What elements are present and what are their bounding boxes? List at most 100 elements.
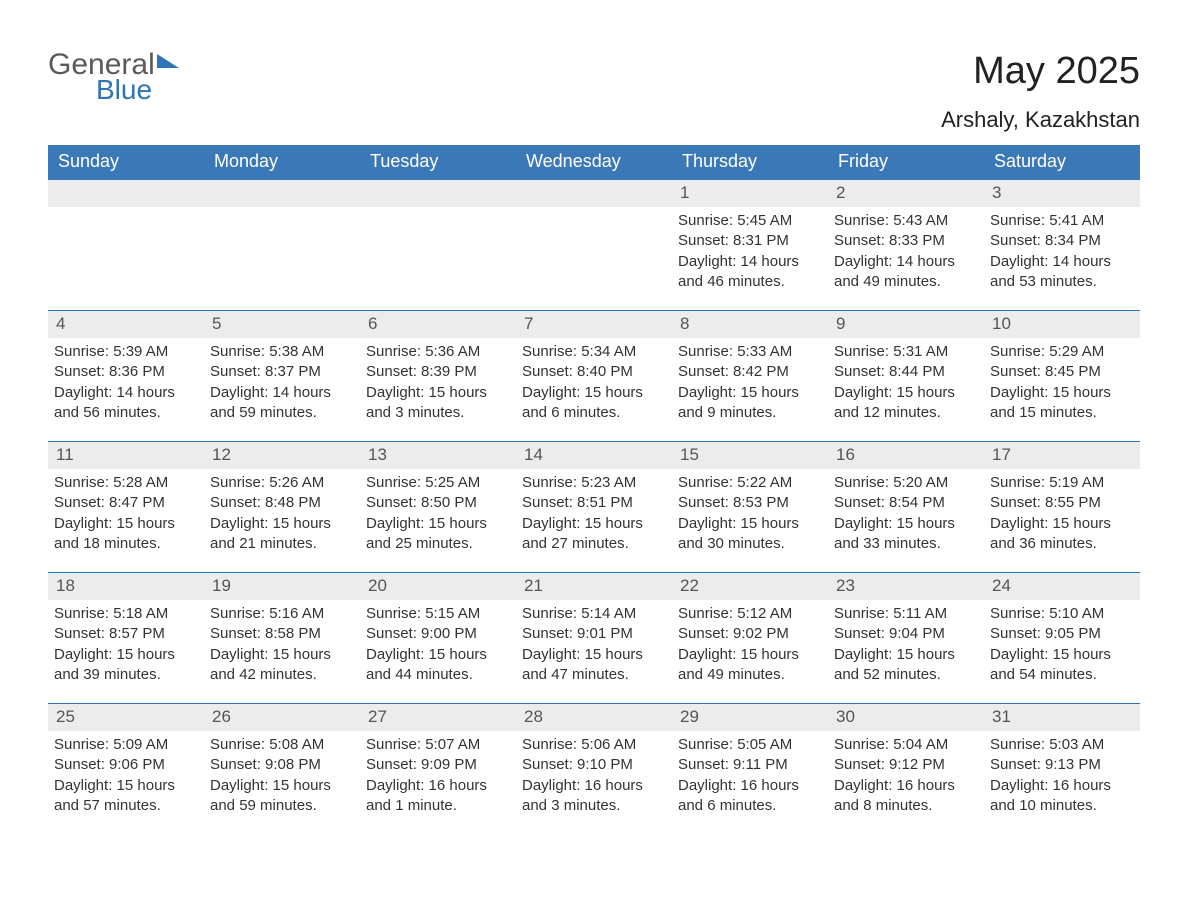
sunset-line: Sunset: 8:47 PM	[54, 493, 198, 513]
calendar-cell: 19Sunrise: 5:16 AMSunset: 8:58 PMDayligh…	[204, 573, 360, 693]
day-info: Sunrise: 5:11 AMSunset: 9:04 PMDaylight:…	[828, 600, 984, 689]
calendar-cell: 21Sunrise: 5:14 AMSunset: 9:01 PMDayligh…	[516, 573, 672, 693]
daylight-line: Daylight: 14 hours and 59 minutes.	[210, 383, 354, 424]
sunset-label: Sunset:	[366, 363, 421, 380]
calendar: SundayMondayTuesdayWednesdayThursdayFrid…	[48, 145, 1140, 824]
day-header-cell: Monday	[204, 145, 360, 180]
sunrise-label: Sunrise:	[210, 736, 269, 753]
sunrise-line: Sunrise: 5:14 AM	[522, 604, 666, 624]
sunrise-label: Sunrise:	[834, 474, 893, 491]
day-info: Sunrise: 5:14 AMSunset: 9:01 PMDaylight:…	[516, 600, 672, 689]
title-block: May 2025 Arshaly, Kazakhstan	[941, 50, 1140, 133]
sunset-value: 9:02 PM	[733, 625, 789, 642]
calendar-cell: 10Sunrise: 5:29 AMSunset: 8:45 PMDayligh…	[984, 311, 1140, 431]
sunrise-value: 5:08 AM	[269, 736, 324, 753]
sunset-value: 8:50 PM	[421, 494, 477, 511]
sunset-line: Sunset: 8:53 PM	[678, 493, 822, 513]
sunrise-value: 5:22 AM	[737, 474, 792, 491]
daylight-line: Daylight: 15 hours and 3 minutes.	[366, 383, 510, 424]
sunrise-label: Sunrise:	[990, 605, 1049, 622]
sunrise-value: 5:16 AM	[269, 605, 324, 622]
sunset-label: Sunset:	[834, 756, 889, 773]
daylight-line: Daylight: 15 hours and 12 minutes.	[834, 383, 978, 424]
sunrise-value: 5:39 AM	[113, 343, 168, 360]
sunset-line: Sunset: 9:06 PM	[54, 755, 198, 775]
sunset-label: Sunset:	[990, 756, 1045, 773]
calendar-cell: 15Sunrise: 5:22 AMSunset: 8:53 PMDayligh…	[672, 442, 828, 562]
sunrise-label: Sunrise:	[678, 474, 737, 491]
sunset-line: Sunset: 8:42 PM	[678, 362, 822, 382]
sunset-value: 8:42 PM	[733, 363, 789, 380]
sunrise-line: Sunrise: 5:39 AM	[54, 342, 198, 362]
sunset-label: Sunset:	[990, 232, 1045, 249]
daylight-line: Daylight: 15 hours and 59 minutes.	[210, 776, 354, 817]
day-info: Sunrise: 5:12 AMSunset: 9:02 PMDaylight:…	[672, 600, 828, 689]
sunset-label: Sunset:	[54, 494, 109, 511]
daylight-line: Daylight: 15 hours and 49 minutes.	[678, 645, 822, 686]
sunset-value: 9:09 PM	[421, 756, 477, 773]
sunrise-label: Sunrise:	[210, 343, 269, 360]
day-number: 26	[204, 704, 360, 731]
sunset-value: 9:10 PM	[577, 756, 633, 773]
daylight-line: Daylight: 16 hours and 10 minutes.	[990, 776, 1134, 817]
sunrise-line: Sunrise: 5:09 AM	[54, 735, 198, 755]
day-number: 27	[360, 704, 516, 731]
sunrise-label: Sunrise:	[522, 736, 581, 753]
calendar-cell: 31Sunrise: 5:03 AMSunset: 9:13 PMDayligh…	[984, 704, 1140, 824]
calendar-cell: 30Sunrise: 5:04 AMSunset: 9:12 PMDayligh…	[828, 704, 984, 824]
month-title: May 2025	[941, 50, 1140, 93]
calendar-cell: 17Sunrise: 5:19 AMSunset: 8:55 PMDayligh…	[984, 442, 1140, 562]
daylight-line: Daylight: 15 hours and 33 minutes.	[834, 514, 978, 555]
daylight-label: Daylight:	[54, 384, 117, 401]
sunrise-line: Sunrise: 5:25 AM	[366, 473, 510, 493]
sunset-label: Sunset:	[210, 756, 265, 773]
sunrise-line: Sunrise: 5:05 AM	[678, 735, 822, 755]
sunset-line: Sunset: 8:31 PM	[678, 231, 822, 251]
sunset-value: 8:44 PM	[889, 363, 945, 380]
calendar-cell: 23Sunrise: 5:11 AMSunset: 9:04 PMDayligh…	[828, 573, 984, 693]
day-info: Sunrise: 5:16 AMSunset: 8:58 PMDaylight:…	[204, 600, 360, 689]
day-number: 10	[984, 311, 1140, 338]
sunrise-value: 5:09 AM	[113, 736, 168, 753]
daylight-label: Daylight:	[834, 384, 897, 401]
daylight-line: Daylight: 14 hours and 49 minutes.	[834, 252, 978, 293]
calendar-cell: 9Sunrise: 5:31 AMSunset: 8:44 PMDaylight…	[828, 311, 984, 431]
sunrise-line: Sunrise: 5:43 AM	[834, 211, 978, 231]
header: General Blue May 2025 Arshaly, Kazakhsta…	[48, 50, 1140, 133]
sunrise-label: Sunrise:	[834, 343, 893, 360]
sunrise-line: Sunrise: 5:38 AM	[210, 342, 354, 362]
sunset-value: 8:54 PM	[889, 494, 945, 511]
calendar-cell	[48, 180, 204, 300]
calendar-cell: 25Sunrise: 5:09 AMSunset: 9:06 PMDayligh…	[48, 704, 204, 824]
sunset-label: Sunset:	[366, 625, 421, 642]
calendar-cell: 6Sunrise: 5:36 AMSunset: 8:39 PMDaylight…	[360, 311, 516, 431]
day-header-cell: Saturday	[984, 145, 1140, 180]
daylight-line: Daylight: 15 hours and 52 minutes.	[834, 645, 978, 686]
sunrise-line: Sunrise: 5:20 AM	[834, 473, 978, 493]
sunset-value: 8:39 PM	[421, 363, 477, 380]
daylight-label: Daylight:	[366, 515, 429, 532]
sunset-label: Sunset:	[678, 363, 733, 380]
sunrise-label: Sunrise:	[834, 212, 893, 229]
sunrise-line: Sunrise: 5:22 AM	[678, 473, 822, 493]
day-info: Sunrise: 5:38 AMSunset: 8:37 PMDaylight:…	[204, 338, 360, 427]
calendar-cell	[204, 180, 360, 300]
day-info: Sunrise: 5:06 AMSunset: 9:10 PMDaylight:…	[516, 731, 672, 820]
daylight-label: Daylight:	[54, 777, 117, 794]
calendar-cell: 16Sunrise: 5:20 AMSunset: 8:54 PMDayligh…	[828, 442, 984, 562]
daylight-line: Daylight: 15 hours and 39 minutes.	[54, 645, 198, 686]
day-number: 30	[828, 704, 984, 731]
day-header-row: SundayMondayTuesdayWednesdayThursdayFrid…	[48, 145, 1140, 180]
day-info: Sunrise: 5:09 AMSunset: 9:06 PM Daylight:…	[48, 731, 204, 820]
calendar-cell: 27Sunrise: 5:07 AMSunset: 9:09 PMDayligh…	[360, 704, 516, 824]
day-info: Sunrise: 5:26 AMSunset: 8:48 PMDaylight:…	[204, 469, 360, 558]
sunset-line: Sunset: 9:11 PM	[678, 755, 822, 775]
sunrise-label: Sunrise:	[990, 474, 1049, 491]
daylight-label: Daylight:	[366, 384, 429, 401]
sunrise-label: Sunrise:	[522, 343, 581, 360]
sunset-value: 8:40 PM	[577, 363, 633, 380]
day-info: Sunrise: 5:18 AMSunset: 8:57 PMDaylight:…	[48, 600, 204, 689]
calendar-cell: 28Sunrise: 5:06 AMSunset: 9:10 PMDayligh…	[516, 704, 672, 824]
sunset-value: 8:47 PM	[109, 494, 165, 511]
daylight-line: Daylight: 15 hours and 15 minutes.	[990, 383, 1134, 424]
